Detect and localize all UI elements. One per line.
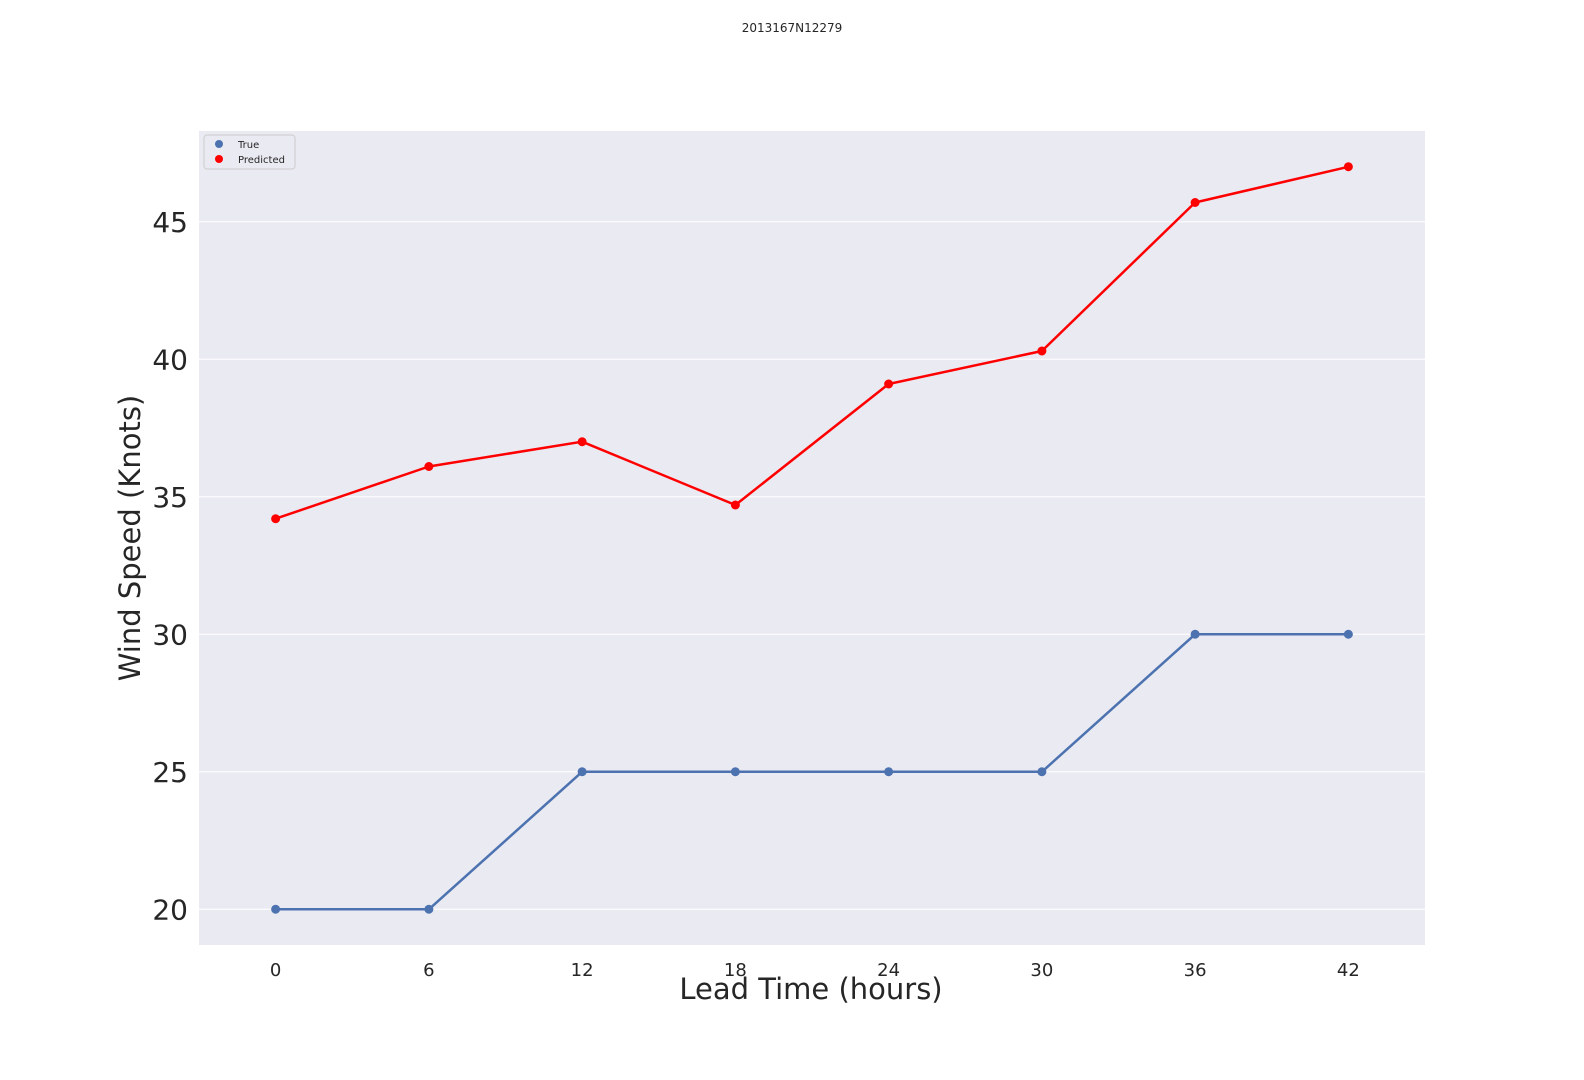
x-tick-label: 12 <box>571 960 594 981</box>
plot-area <box>199 131 1425 945</box>
legend-label-predicted: Predicted <box>238 155 285 166</box>
data-point-true <box>1343 629 1353 639</box>
y-tick-label: 20 <box>152 893 188 926</box>
data-point-predicted <box>271 514 281 524</box>
data-point-predicted <box>577 437 587 447</box>
series-layer <box>271 162 1353 914</box>
data-point-true <box>271 904 281 914</box>
data-point-predicted <box>1343 162 1353 172</box>
x-tick-label: 36 <box>1184 960 1207 981</box>
data-point-predicted <box>424 462 434 471</box>
x-tick-labels: 0 6 12 18 24 30 36 42 <box>270 960 1360 981</box>
data-point-true <box>577 767 587 777</box>
chart-title: 2013167N12279 <box>742 21 843 35</box>
data-point-true <box>1037 767 1047 777</box>
legend-marker-true <box>215 140 223 148</box>
y-axis-title: Wind Speed (Knots) <box>113 395 147 681</box>
legend-box <box>203 134 296 170</box>
x-tick-label: 42 <box>1337 960 1360 981</box>
y-tick-label: 25 <box>152 756 188 789</box>
series-line-predicted <box>275 165 1349 520</box>
x-tick-label: 0 <box>270 960 281 981</box>
y-tick-label: 40 <box>152 343 188 376</box>
legend-label-true: True <box>237 140 259 151</box>
x-tick-label: 24 <box>877 960 900 981</box>
y-tick-label: 35 <box>152 481 188 514</box>
y-tick-label: 45 <box>152 206 188 239</box>
legend-marker-predicted <box>215 155 223 163</box>
x-axis-title: Lead Time (hours) <box>679 972 942 1006</box>
gridlines <box>199 221 1425 910</box>
y-tick-label: 30 <box>152 618 188 651</box>
data-point-predicted <box>884 379 894 389</box>
x-tick-label: 30 <box>1030 960 1053 981</box>
data-point-predicted <box>1037 346 1047 356</box>
data-point-true <box>424 904 434 914</box>
y-tick-labels: 20 25 30 35 40 45 <box>152 206 188 927</box>
data-point-true <box>884 767 894 777</box>
data-point-predicted <box>1190 198 1200 207</box>
x-tick-label: 18 <box>724 960 747 981</box>
series-line-true <box>275 633 1349 911</box>
data-point-true <box>1190 629 1200 639</box>
data-point-true <box>730 767 740 777</box>
x-tick-label: 6 <box>423 960 434 981</box>
data-point-predicted <box>730 500 740 510</box>
legend: True Predicted <box>203 134 296 170</box>
